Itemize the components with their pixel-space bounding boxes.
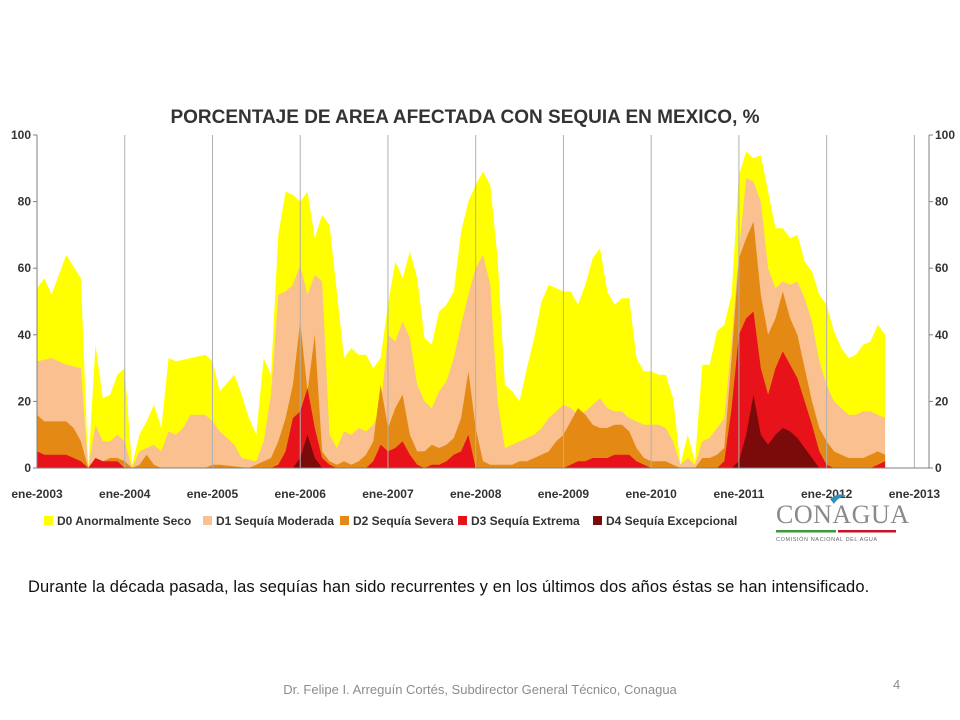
legend-swatch [593,516,602,525]
legend: D0 Anormalmente Seco D1 Sequía Moderada D2… [44,514,737,528]
x-tick-label: ene-2007 [362,487,414,501]
legend-label: D1 Sequía Moderada [216,514,334,528]
logo-tagline: COMISIÓN NACIONAL DEL AGUA [776,536,878,543]
logo-name: CONAGUA [776,500,910,529]
legend-swatch [458,516,467,525]
y-tick-label-right: 80 [935,195,949,209]
y-tick-label-right: 60 [935,261,949,275]
logo-stripe-red [838,530,896,533]
chart-title: PORCENTAJE DE AREA AFECTADA CON SEQUIA E… [170,107,759,128]
logo-swoosh-icon [830,494,846,504]
x-tick-label: ene-2009 [538,487,590,501]
x-tick-label: ene-2006 [275,487,327,501]
conagua-logo: CONAGUA COMISIÓN NACIONAL DEL AGUA [776,494,910,543]
y-tick-label-right: 20 [935,394,949,408]
slide-body-text: Durante la década pasada, las sequías ha… [28,578,870,596]
y-tick-label-right: 40 [935,328,949,342]
x-tick-label: ene-2003 [11,487,63,501]
area-series-d4 [292,394,820,468]
x-tick-label: ene-2004 [99,487,151,501]
legend-swatch [340,516,349,525]
legend-label: D4 Sequía Excepcional [606,514,737,528]
x-tick-label: ene-2005 [187,487,239,501]
area-series-d0 [37,151,886,468]
y-tick-label-left: 60 [18,261,32,275]
y-tick-label-left: 40 [18,328,32,342]
axes: ene-2003 ene-2004 ene-2005 ene-2006 ene-2007… [11,128,955,501]
legend-label: D2 Sequía Severa [353,514,454,528]
legend-swatch [44,516,53,525]
drought-chart: PORCENTAJE DE AREA AFECTADA CON SEQUIA E… [0,95,960,555]
slide-footer: Dr. Felipe I. Arreguín Cortés, Subdirect… [283,682,677,697]
y-tick-label-left: 80 [18,195,32,209]
x-tick-label: ene-2013 [889,487,941,501]
y-tick-label-right: 0 [935,461,942,475]
legend-swatch [203,516,212,525]
logo-stripe-green [776,530,836,533]
y-tick-label-right: 100 [935,128,955,142]
plot-area [37,151,886,469]
x-tick-label: ene-2008 [450,487,502,501]
y-tick-label-left: 0 [24,461,31,475]
y-tick-label-left: 20 [18,394,32,408]
legend-label: D3 Sequía Extrema [471,514,580,528]
x-tick-label: ene-2011 [714,487,765,501]
vertical-gridlines [124,135,915,468]
y-tick-label-left: 100 [11,128,31,142]
x-tick-label: ene-2010 [625,487,677,501]
drought-chart-svg: PORCENTAJE DE AREA AFECTADA CON SEQUIA E… [11,107,955,543]
page-number: 4 [893,677,901,692]
legend-label: D0 Anormalmente Seco [57,514,191,528]
x-tick-label: ene-2012 [801,487,853,501]
